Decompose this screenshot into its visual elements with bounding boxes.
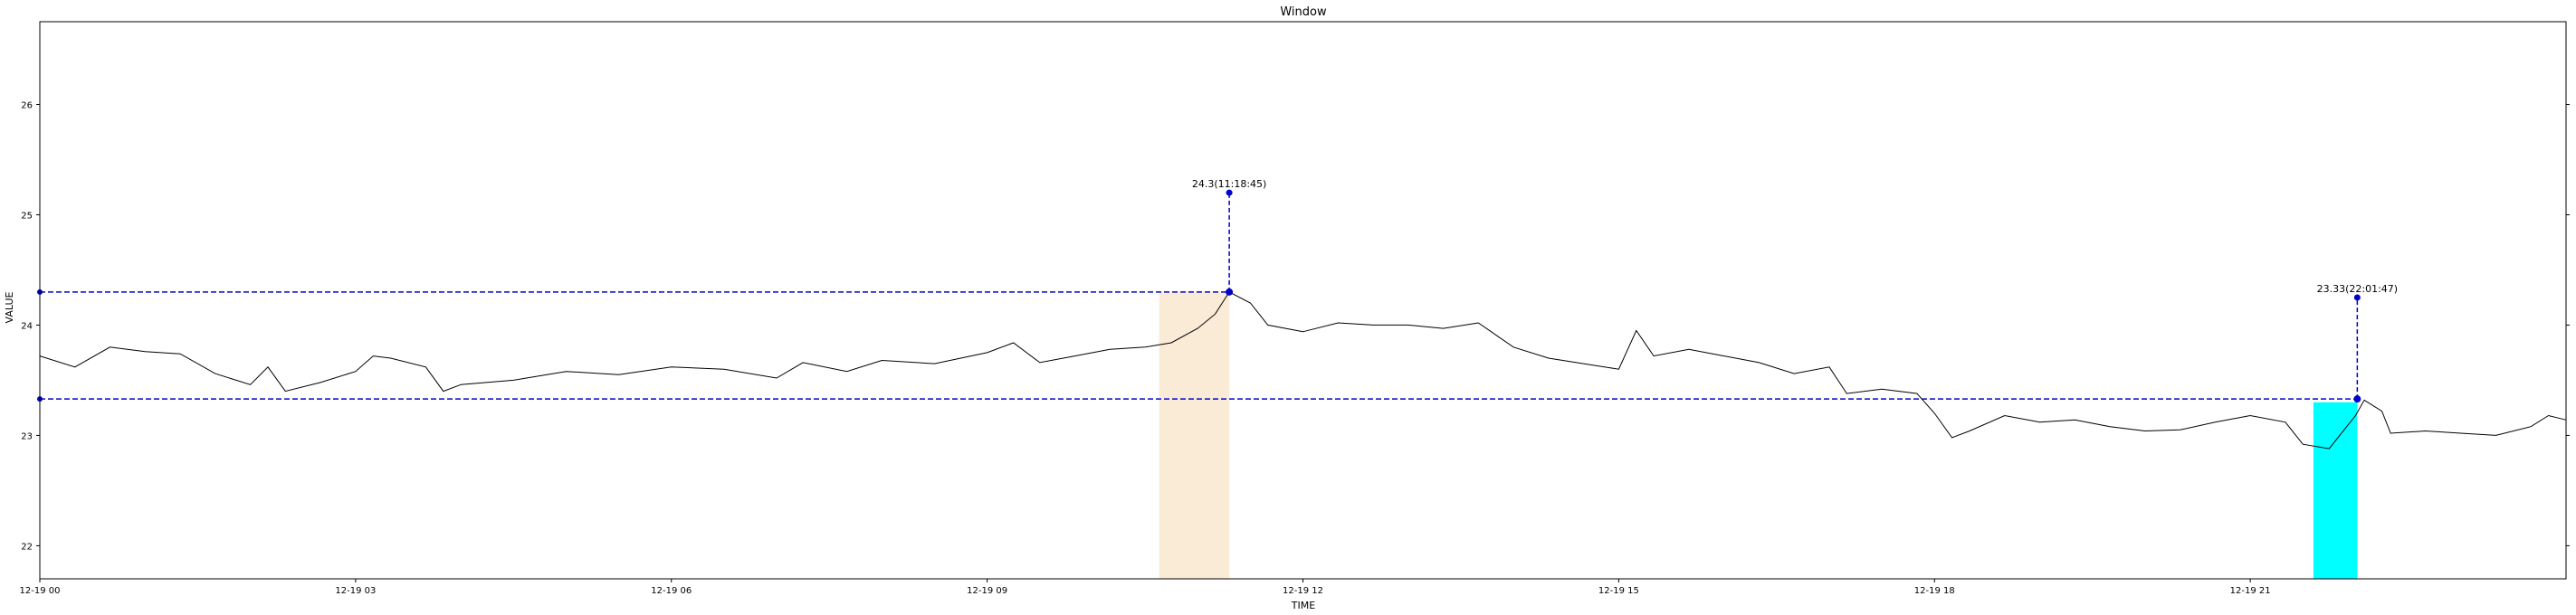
x-axis: 12-19 00 12-19 03 12-19 06 12-19 09 12-19 12… — [20, 579, 2271, 596]
y-tick-label: 24 — [21, 321, 33, 331]
annotation-point-2 — [2353, 395, 2361, 403]
plot-frame — [39, 21, 2567, 580]
shaded-span-1 — [1159, 291, 1230, 579]
y-tick-label: 23 — [21, 431, 33, 441]
y-axis: 22 23 24 25 26 — [21, 100, 2570, 552]
shaded-spans — [1159, 291, 2358, 579]
series-lines — [39, 291, 2567, 449]
annotations: 24.3(11:18:45) 23.33(22:01:47) — [1192, 178, 2398, 403]
annotation-marker-1 — [1226, 189, 1233, 196]
shaded-span-2 — [2313, 402, 2358, 579]
x-tick-label: 12-19 12 — [1283, 586, 1323, 596]
annotation-point-1 — [1226, 288, 1234, 296]
x-tick-label: 12-19 00 — [20, 586, 61, 596]
x-tick-label: 12-19 06 — [651, 586, 692, 596]
x-tick-label: 12-19 09 — [967, 586, 1007, 596]
chart-title: Window — [1280, 5, 1327, 19]
y-axis-label: VALUE — [4, 291, 15, 323]
annotation-label-2: 23.33(22:01:47) — [2317, 283, 2398, 295]
annotation-label-1: 24.3(11:18:45) — [1192, 178, 1266, 190]
x-tick-label: 12-19 18 — [1914, 586, 1955, 596]
reference-lines — [37, 289, 2358, 402]
y-tick-label: 25 — [21, 211, 33, 221]
series-line-1 — [39, 291, 2567, 449]
y-tick-label: 22 — [21, 542, 33, 552]
x-tick-label: 12-19 21 — [2230, 586, 2271, 596]
x-tick-label: 12-19 15 — [1598, 586, 1639, 596]
x-tick-label: 12-19 03 — [335, 586, 376, 596]
y-tick-label: 26 — [21, 100, 33, 110]
x-axis-label: TIME — [1291, 600, 1315, 611]
annotation-marker-2 — [2353, 294, 2361, 301]
